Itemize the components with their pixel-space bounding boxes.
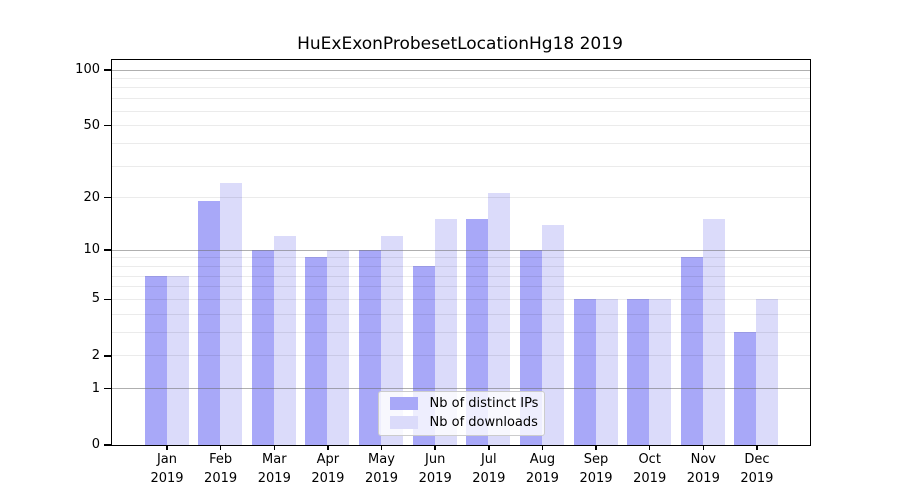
gridline-minor-70 xyxy=(111,98,810,100)
y-tick-20 xyxy=(104,196,111,199)
legend-swatch-distinct-ips xyxy=(389,397,418,410)
bar-nb-of-distinct-ips-feb xyxy=(198,201,221,445)
gridline-major-100 xyxy=(111,69,810,71)
x-tick-label-dec: Dec 2019 xyxy=(740,452,774,486)
legend-swatch-downloads xyxy=(389,416,418,429)
gridline-minor-6 xyxy=(111,286,810,288)
y-tick-label-10: 10 xyxy=(83,242,100,258)
bar-nb-of-distinct-ips-sep xyxy=(573,298,596,445)
x-tick-label-sep: Sep 2019 xyxy=(579,452,613,486)
y-tick-label-1: 1 xyxy=(91,380,100,396)
y-tick-50 xyxy=(104,124,111,127)
bar-nb-of-downloads-apr xyxy=(327,249,350,445)
gridline-minor-5 xyxy=(111,298,810,300)
bar-nb-of-downloads-jan xyxy=(166,275,189,445)
x-tick-label-may: May 2019 xyxy=(364,452,399,486)
x-tick-may xyxy=(380,445,383,450)
y-tick-10 xyxy=(104,249,111,251)
gridline-minor-90 xyxy=(111,78,810,79)
x-tick-label-jul: Jul 2019 xyxy=(472,452,506,486)
x-tick-label-feb: Feb 2019 xyxy=(204,452,238,486)
plot-area: Nb of distinct IPs Nb of downloads xyxy=(110,58,811,446)
y-tick-5 xyxy=(104,298,111,301)
bar-nb-of-downloads-aug xyxy=(541,224,564,445)
gridline-minor-20 xyxy=(111,197,810,199)
x-tick-jul xyxy=(488,445,490,450)
y-tick-0 xyxy=(104,444,111,446)
bar-nb-of-downloads-sep xyxy=(595,298,618,445)
y-tick-label-20: 20 xyxy=(83,189,100,205)
y-tick-label-5: 5 xyxy=(91,291,100,307)
legend-label-downloads: Nb of downloads xyxy=(429,414,538,430)
bar-nb-of-distinct-ips-mar xyxy=(251,249,274,445)
x-tick-label-oct: Oct 2019 xyxy=(633,452,667,486)
x-tick-sep xyxy=(595,445,597,450)
gridline-minor-3 xyxy=(111,331,810,333)
gridline-minor-60 xyxy=(111,110,810,112)
legend-row-distinct-ips: Nb of distinct IPs xyxy=(389,395,544,411)
bar-nb-of-downloads-jul xyxy=(488,193,511,445)
x-tick-label-aug: Aug 2019 xyxy=(525,452,559,486)
y-tick-2 xyxy=(104,355,111,357)
y-tick-label-0: 0 xyxy=(91,437,100,452)
gridline-major-10 xyxy=(111,249,810,251)
gridline-minor-2 xyxy=(111,355,810,357)
bar-nb-of-distinct-ips-jan xyxy=(144,275,167,445)
x-tick-mar xyxy=(273,445,275,450)
gridline-minor-50 xyxy=(111,125,810,126)
gridline-minor-40 xyxy=(111,142,810,144)
gridline-minor-80 xyxy=(111,87,810,89)
bar-nb-of-downloads-dec xyxy=(756,298,779,445)
gridline-minor-7 xyxy=(111,275,810,277)
legend-row-downloads: Nb of downloads xyxy=(389,414,544,430)
x-tick-label-apr: Apr 2019 xyxy=(311,452,345,486)
y-tick-label-100: 100 xyxy=(75,62,100,77)
bar-nb-of-downloads-nov xyxy=(702,219,725,445)
x-tick-nov xyxy=(702,445,705,450)
x-tick-dec xyxy=(756,445,758,450)
x-tick-label-jan: Jan 2019 xyxy=(150,452,184,486)
bar-nb-of-downloads-feb xyxy=(220,182,243,445)
x-tick-oct xyxy=(648,445,651,450)
bar-nb-of-distinct-ips-apr xyxy=(305,257,328,445)
x-tick-label-nov: Nov 2019 xyxy=(686,452,720,486)
chart-title: HuExExonProbesetLocationHg18 2019 xyxy=(297,34,623,54)
y-tick-label-50: 50 xyxy=(83,117,100,133)
x-tick-jun xyxy=(434,445,436,450)
gridline-major-1 xyxy=(111,388,810,390)
x-tick-feb xyxy=(219,445,222,450)
gridline-minor-9 xyxy=(111,257,810,259)
bar-nb-of-downloads-jun xyxy=(434,219,457,445)
x-tick-aug xyxy=(541,445,544,450)
bar-nb-of-distinct-ips-may xyxy=(359,249,381,445)
legend: Nb of distinct IPs Nb of downloads xyxy=(377,390,545,436)
y-tick-100 xyxy=(104,69,111,71)
bar-nb-of-distinct-ips-nov xyxy=(680,257,703,445)
bar-nb-of-distinct-ips-jul xyxy=(466,219,489,445)
gridline-minor-30 xyxy=(111,165,810,167)
bar-nb-of-downloads-oct xyxy=(649,298,672,445)
bar-nb-of-downloads-mar xyxy=(273,236,296,445)
x-tick-label-jun: Jun 2019 xyxy=(418,452,452,486)
legend-label-distinct-ips: Nb of distinct IPs xyxy=(429,395,539,411)
bar-nb-of-distinct-ips-oct xyxy=(627,298,650,445)
gridline-minor-4 xyxy=(111,313,810,315)
gridline-minor-8 xyxy=(111,266,810,267)
x-tick-label-mar: Mar 2019 xyxy=(257,452,291,486)
y-tick-label-2: 2 xyxy=(91,347,100,363)
y-tick-1 xyxy=(104,387,111,390)
x-tick-apr xyxy=(327,445,329,450)
x-tick-jan xyxy=(166,445,168,450)
